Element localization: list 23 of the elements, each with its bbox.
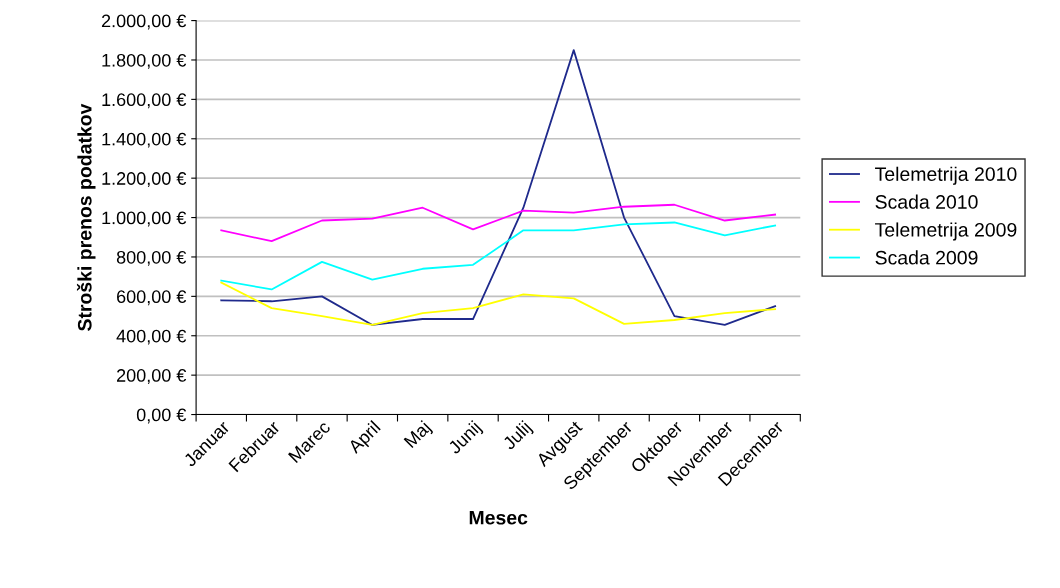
y-tick-label: 600,00 € <box>117 290 187 306</box>
legend-label: Scada 2009 <box>875 250 978 265</box>
line-series <box>220 203 777 243</box>
line-series <box>220 49 777 326</box>
legend-label: Telemetrija 2010 <box>875 166 1017 185</box>
line-series <box>220 281 777 326</box>
y-tick-label: 1.400,00 € <box>102 132 187 148</box>
y-tick-label: 400,00 € <box>116 329 187 345</box>
x-axis-title: Mesec <box>469 510 528 525</box>
y-tick-label: 200,00 € <box>117 369 187 384</box>
y-tick-label: 2.000,00 € <box>101 14 187 30</box>
y-tick-label: 1.000,00 € <box>102 211 187 227</box>
x-tick-label: Maj <box>403 420 434 451</box>
y-axis-title: Stroški prenos podatkov <box>76 103 96 331</box>
y-tick-label: 0,00 € <box>136 408 187 424</box>
y-tick-label: 800,00 € <box>116 250 187 266</box>
line-series <box>220 221 777 291</box>
legend-label: Telemetrija 2009 <box>875 222 1017 241</box>
legend-label: Scada 2010 <box>875 194 978 209</box>
y-tick-label: 1.600,00 € <box>102 93 187 109</box>
y-tick-label: 1.200,00 € <box>102 172 187 188</box>
x-tick-label: Julij <box>501 420 535 453</box>
y-tick-label: 1.800,00 € <box>102 53 187 69</box>
